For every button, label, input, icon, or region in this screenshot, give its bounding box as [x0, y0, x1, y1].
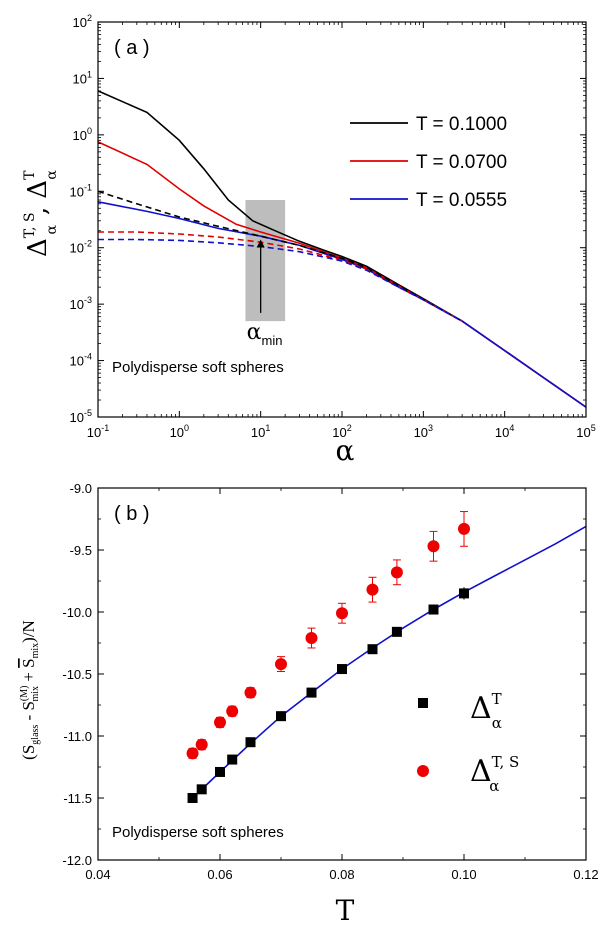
y-tick-label: 102 — [73, 13, 92, 30]
circle-point — [195, 738, 208, 751]
circle-point — [275, 658, 287, 671]
panel-a-x-axis-label: α — [336, 434, 355, 467]
square-point — [196, 784, 207, 795]
panel-b-x-axis-label: T — [336, 894, 355, 927]
legend-circle-marker — [417, 765, 429, 777]
series-line-4 — [98, 231, 463, 322]
square-point — [215, 766, 225, 777]
fit-line — [192, 525, 587, 799]
x-tick-label: 104 — [495, 423, 514, 440]
legend-label: T = 0.0555 — [416, 190, 507, 211]
series-line-5 — [98, 238, 463, 322]
square-point — [428, 604, 439, 615]
y-tick-label: 10-3 — [70, 295, 92, 312]
circle-point — [186, 747, 199, 760]
panel-b-annotation: Polydisperse soft spheres — [112, 824, 284, 841]
square-point — [227, 754, 238, 765]
legend-square-marker — [418, 698, 428, 708]
circle-point — [305, 632, 318, 645]
x-tick-label: 105 — [576, 423, 595, 440]
y-tick-label: 10-5 — [70, 408, 92, 425]
series-line-2 — [97, 201, 587, 408]
square-point — [391, 626, 402, 637]
square-point — [306, 687, 317, 698]
y-tick-label: -10.0 — [62, 605, 92, 620]
square-point — [367, 644, 378, 655]
x-tick-label: 0.04 — [85, 867, 110, 882]
y-tick-label: -11.0 — [63, 729, 92, 744]
y-tick-label: -9.5 — [70, 543, 92, 558]
square-point — [245, 737, 256, 748]
panel-b-y-axis-label: (Sglass - S(M)mix + Smix)/N — [19, 620, 41, 760]
x-tick-label: 102 — [332, 423, 351, 440]
y-tick-label: -10.5 — [62, 667, 92, 682]
circle-point — [366, 583, 379, 596]
x-tick-label: 0.06 — [207, 867, 232, 882]
x-tick-label: 103 — [414, 423, 433, 440]
square-point — [187, 793, 198, 803]
y-tick-label: -12.0 — [62, 853, 92, 868]
legend-label-delta-t: ΔT α — [470, 690, 502, 732]
legend-label: T = 0.1000 — [416, 114, 507, 135]
square-point — [337, 664, 347, 675]
y-tick-label: -11.5 — [63, 791, 92, 806]
circle-point — [336, 607, 348, 620]
panel-a-label: ( a ) — [114, 37, 150, 59]
svg-text:ΔT, Sα,ΔTα: ΔT, Sα,ΔT α — [22, 170, 60, 257]
panel-a-frame — [97, 21, 587, 418]
legend-label: T = 0.0700 — [416, 152, 507, 173]
circle-point — [390, 566, 403, 579]
square-point — [459, 588, 469, 599]
alpha-min-label: αmin — [247, 320, 283, 348]
panel-a-annotation: Polydisperse soft spheres — [112, 359, 284, 376]
y-tick-label: 10-1 — [70, 182, 92, 199]
circle-point — [458, 522, 470, 535]
y-tick-label: 10-4 — [70, 352, 92, 369]
y-tick-label: 10-2 — [70, 239, 92, 256]
y-tick-label: -9.0 — [70, 481, 92, 496]
x-tick-label: 101 — [251, 423, 270, 440]
x-tick-label: 0.10 — [451, 867, 476, 882]
x-tick-label: 10-1 — [87, 423, 109, 440]
y-tick-label: 100 — [73, 126, 92, 143]
series-line-3 — [97, 190, 463, 322]
alpha-min-region — [245, 200, 286, 322]
circle-point — [427, 540, 440, 553]
y-tick-label: 101 — [73, 69, 92, 86]
circle-point — [226, 705, 239, 718]
panel-b-label: ( b ) — [114, 503, 150, 525]
alpha-min-arrow-head — [256, 239, 265, 248]
circle-point — [244, 686, 257, 699]
x-tick-label: 0.08 — [329, 867, 354, 882]
square-point — [276, 711, 286, 722]
panel-b: (Sglass - S(M)mix + Smix)/N T 0.04 0.06 0.… — [19, 481, 599, 927]
circle-point — [214, 716, 226, 729]
x-tick-label: 0.12 — [573, 867, 598, 882]
x-tick-label: 100 — [170, 423, 189, 440]
svg-text:(Sglass - S(M)mix + Smix)/N: (Sglass - S(M)mix + Smix)/N — [19, 620, 41, 760]
